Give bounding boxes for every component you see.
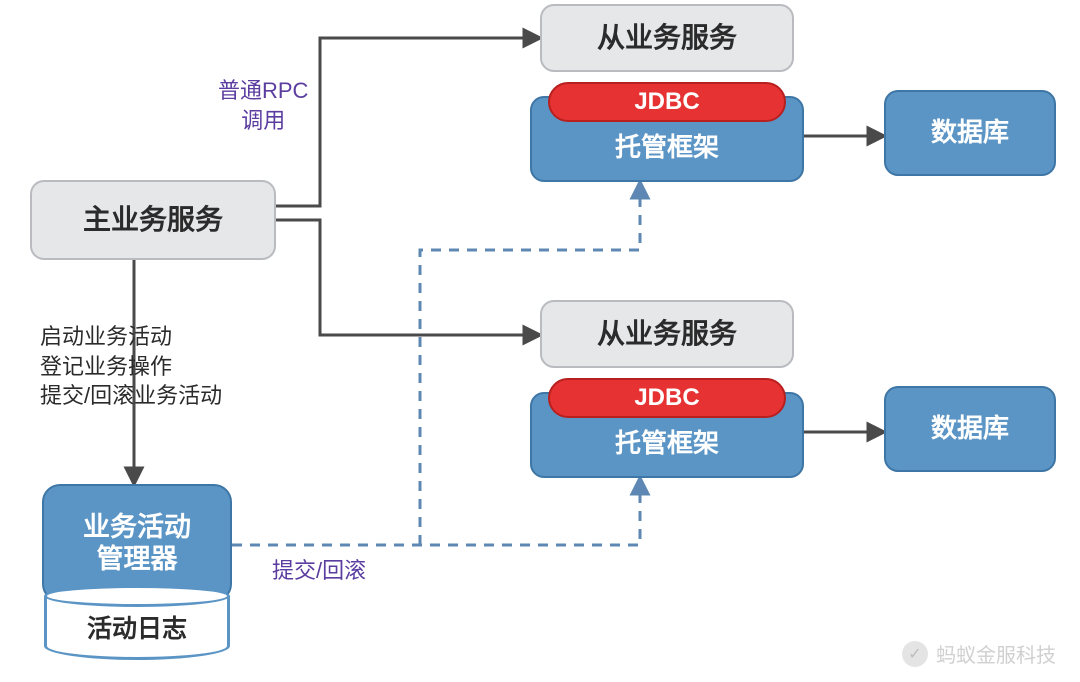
wechat-icon: ✓ xyxy=(902,641,928,667)
start-activity-text: 启动业务活动 登记业务操作 提交/回滚业务活动 xyxy=(40,324,222,408)
slave-service-2-node: 从业务服务 xyxy=(540,300,794,368)
jdbc-2-node: JDBC xyxy=(548,378,786,418)
slave-service-1-label: 从业务服务 xyxy=(597,21,737,55)
commit-rollback-label: 提交/回滚 xyxy=(272,556,366,586)
jdbc-2-label: JDBC xyxy=(634,384,699,413)
edge-manager-to-fw2 xyxy=(232,478,640,545)
edge-main-to-slave2 xyxy=(276,220,540,335)
framework-2-label: 托管框架 xyxy=(615,428,719,459)
watermark-text: 蚂蚁金服科技 xyxy=(936,639,1056,668)
activity-manager-label: 业务活动 管理器 xyxy=(83,511,191,576)
database-2-label: 数据库 xyxy=(931,413,1009,444)
database-2-node: 数据库 xyxy=(884,386,1056,472)
slave-service-1-node: 从业务服务 xyxy=(540,4,794,72)
main-service-label: 主业务服务 xyxy=(83,203,223,237)
activity-log-label: 活动日志 xyxy=(87,609,187,645)
rpc-call-text: 普通RPC 调用 xyxy=(218,78,308,133)
main-service-node: 主业务服务 xyxy=(30,180,276,260)
commit-rollback-text: 提交/回滚 xyxy=(272,558,366,583)
edge-main-to-slave1 xyxy=(276,38,540,206)
database-1-node: 数据库 xyxy=(884,90,1056,176)
slave-service-2-label: 从业务服务 xyxy=(597,317,737,351)
activity-log-cylinder: 活动日志 xyxy=(44,596,230,660)
database-1-label: 数据库 xyxy=(931,117,1009,148)
watermark: ✓ 蚂蚁金服科技 xyxy=(902,639,1056,668)
framework-1-label: 托管框架 xyxy=(615,132,719,163)
activity-log-top xyxy=(44,585,230,607)
jdbc-1-node: JDBC xyxy=(548,82,786,122)
rpc-call-label: 普通RPC 调用 xyxy=(218,76,308,135)
wechat-icon-glyph: ✓ xyxy=(908,644,921,664)
jdbc-1-label: JDBC xyxy=(634,88,699,117)
start-activity-label: 启动业务活动 登记业务操作 提交/回滚业务活动 xyxy=(40,322,222,411)
